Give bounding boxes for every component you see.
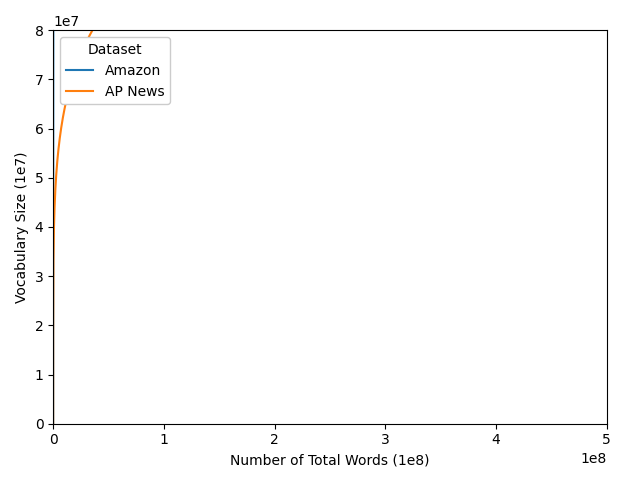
AP News — [98, 11, 106, 17]
Line: Amazon: Amazon — [53, 0, 607, 424]
X-axis label: Number of Total Words (1e8): Number of Total Words (1e8) — [230, 453, 429, 467]
Y-axis label: Vocabulary Size (1e7): Vocabulary Size (1e7) — [15, 151, 29, 303]
Amazon — [49, 421, 57, 427]
Legend: Amazon, AP News: Amazon, AP News — [60, 37, 170, 104]
AP News — [49, 421, 57, 427]
Line: AP News: AP News — [53, 0, 607, 424]
AP News — [61, 102, 69, 108]
AP News — [79, 47, 86, 53]
